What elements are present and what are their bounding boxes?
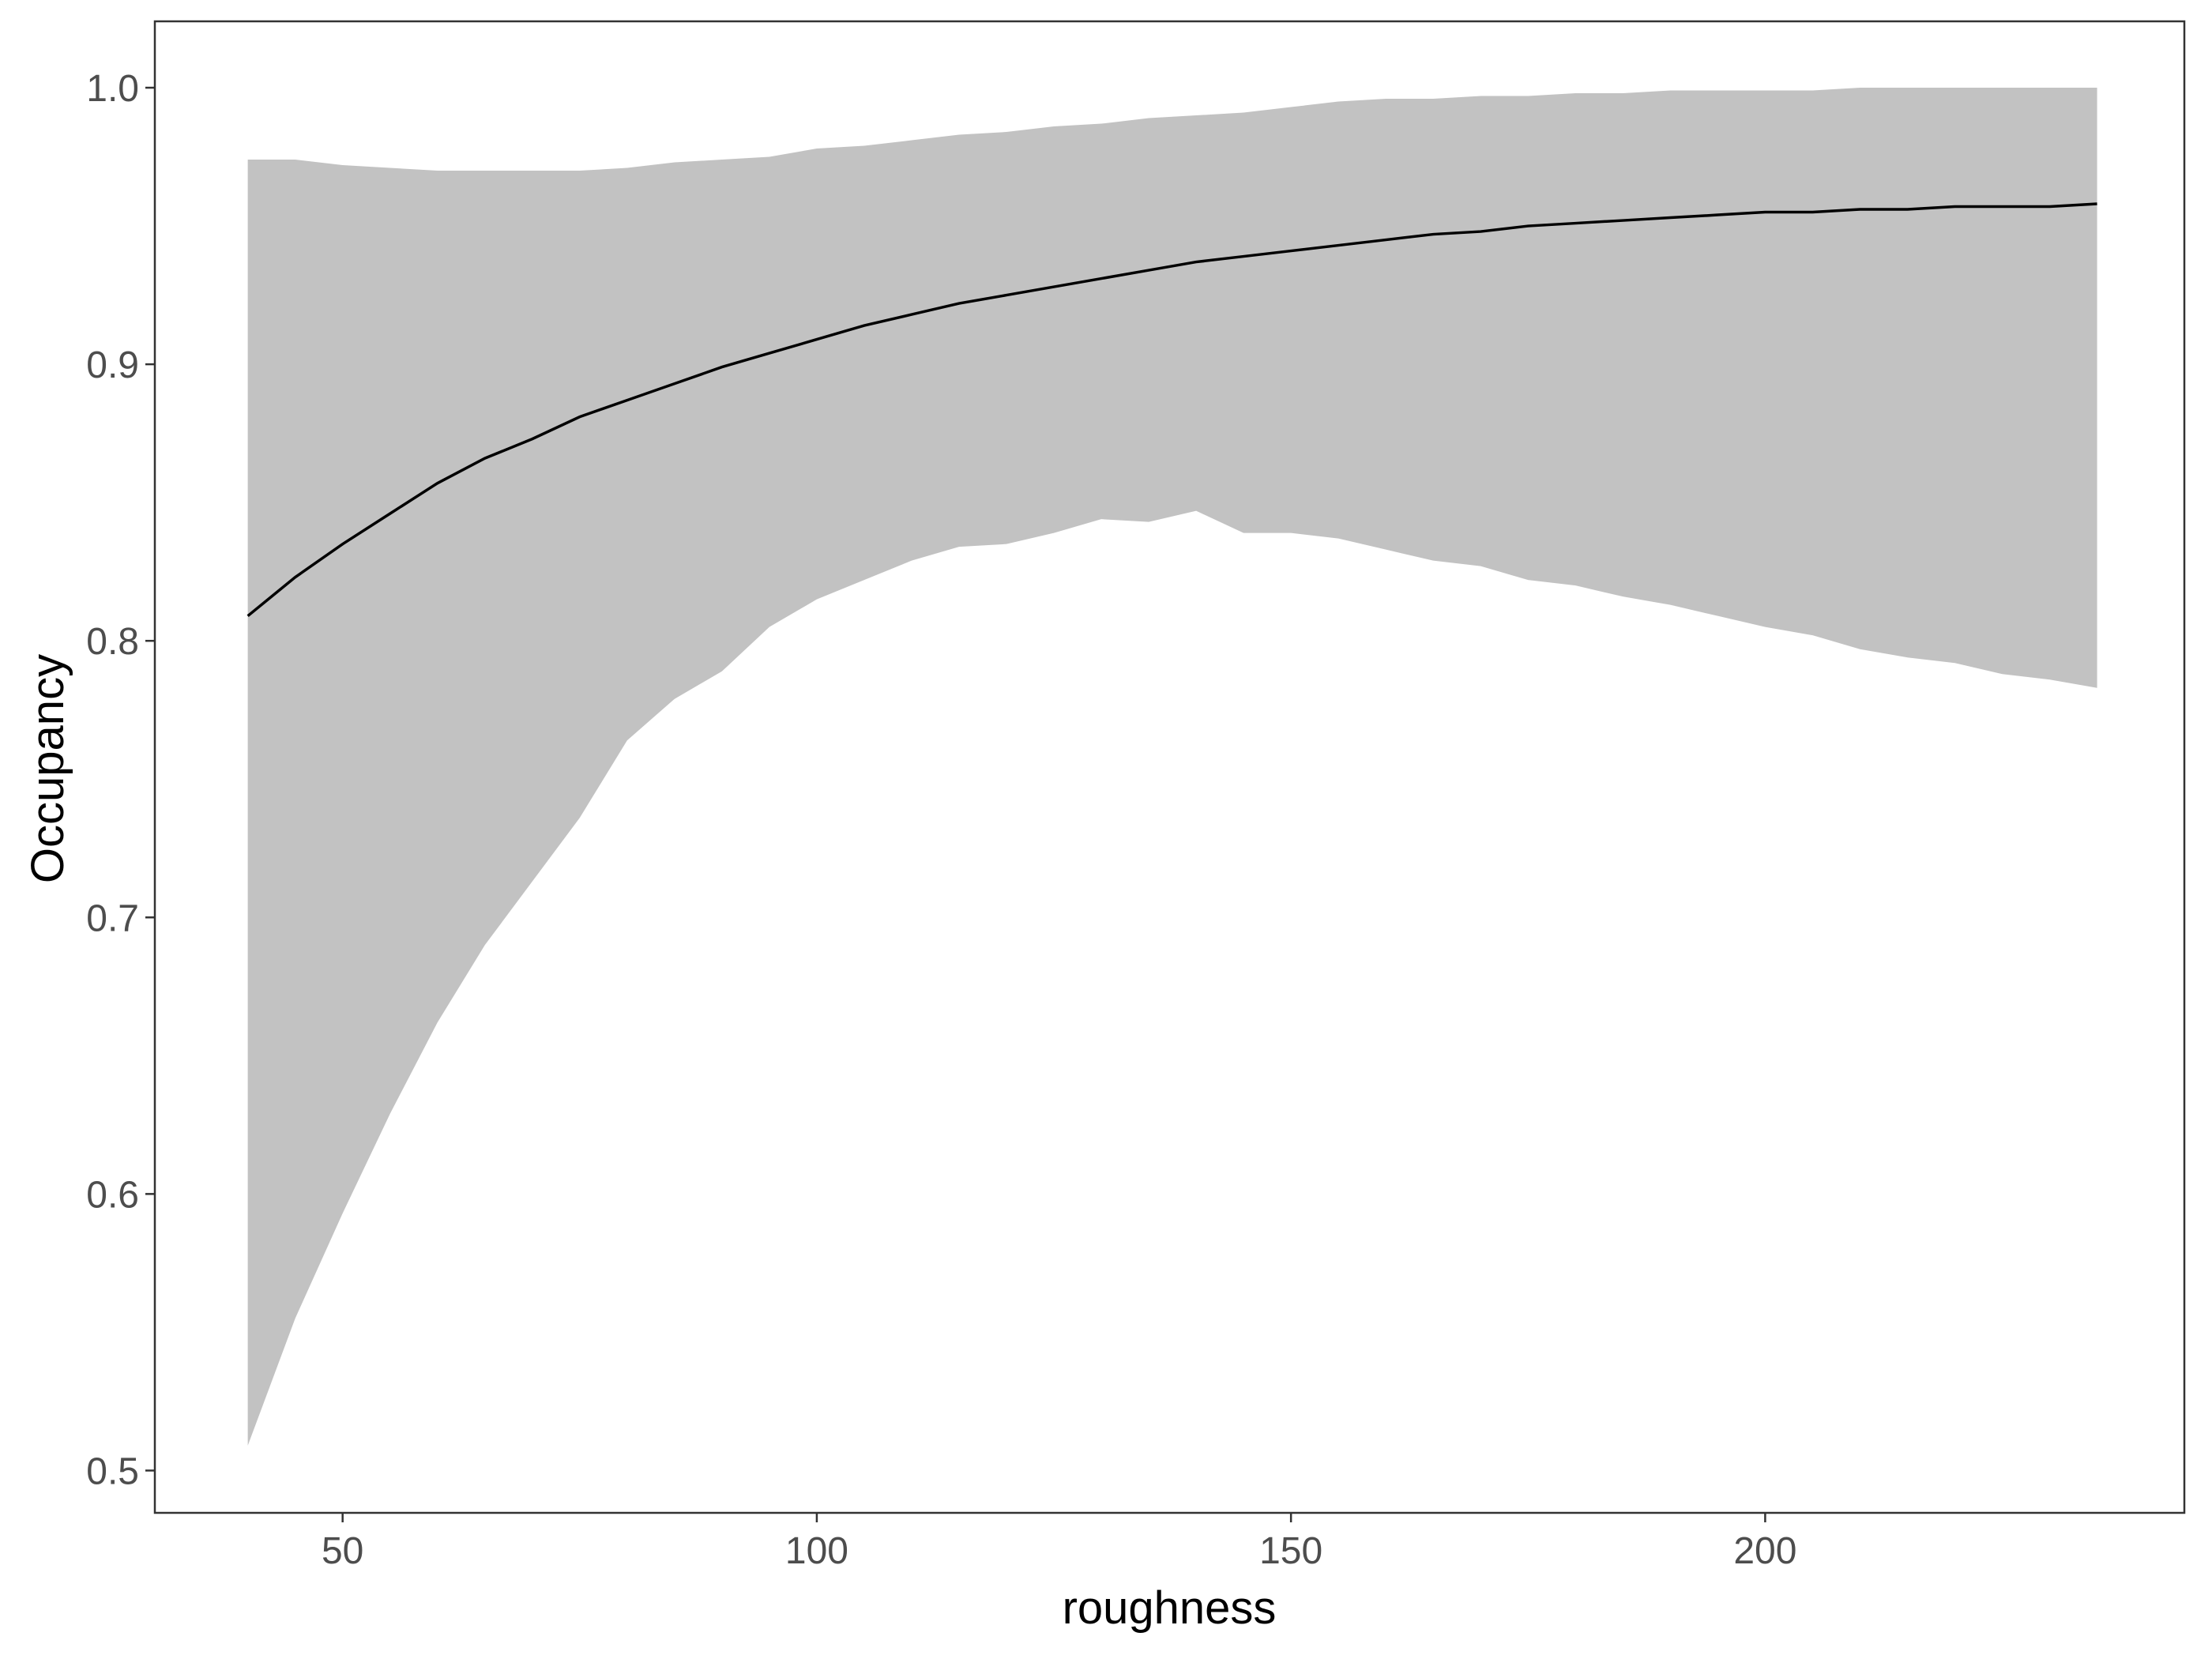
- y-tick-label: 0.9: [86, 344, 139, 386]
- y-tick-label: 0.7: [86, 897, 139, 939]
- mean-line: [246, 202, 2097, 618]
- x-tick-label: 50: [322, 1530, 363, 1572]
- y-tick-label: 0.5: [86, 1450, 139, 1492]
- y-axis-title: Occupancy: [22, 654, 73, 883]
- y-tick-label: 0.6: [86, 1174, 139, 1216]
- y-tick-label: 0.8: [86, 621, 139, 663]
- x-tick-label: 150: [1259, 1530, 1322, 1572]
- x-tick-label: 200: [1733, 1530, 1796, 1572]
- confidence-band: [247, 88, 2097, 1446]
- plot-border: [153, 20, 2186, 1514]
- x-tick-label: 100: [785, 1530, 848, 1572]
- x-axis-title: roughness: [1063, 1582, 1277, 1634]
- y-tick-label: 1.0: [86, 68, 139, 110]
